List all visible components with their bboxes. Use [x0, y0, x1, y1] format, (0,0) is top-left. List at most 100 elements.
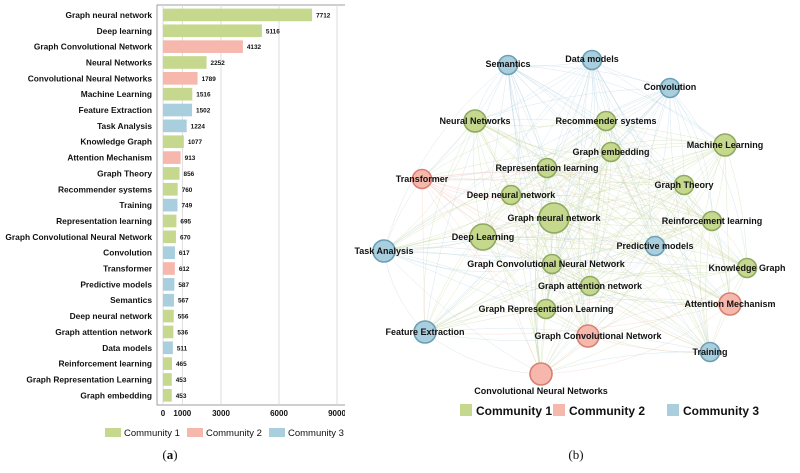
- x-tick-label: 0: [161, 409, 166, 418]
- bar: [163, 72, 198, 85]
- network-edge: [589, 151, 612, 287]
- network-edge: [610, 151, 656, 247]
- bar: [163, 357, 172, 370]
- caption-a: (a): [162, 447, 177, 462]
- node-labels: Semantics Data models Convolution Neural Ne…: [354, 54, 785, 396]
- network-edge: [724, 144, 748, 269]
- network-edge: [383, 151, 612, 252]
- bar: [163, 325, 174, 339]
- network-edge: [551, 87, 671, 265]
- network-edges: [383, 59, 748, 375]
- category-label: Graph neural network: [65, 10, 152, 20]
- network-node: [413, 320, 437, 344]
- bar: [163, 262, 175, 275]
- value-label: 695: [180, 218, 191, 225]
- network-edge: [383, 178, 423, 252]
- network-edge: [540, 267, 748, 375]
- network-edge: [421, 178, 547, 310]
- network-node: [411, 168, 433, 190]
- node-label: Data models: [565, 54, 619, 64]
- node-label: Deep Learning: [452, 232, 515, 242]
- bar: [163, 24, 262, 38]
- category-label: Transformer: [103, 264, 153, 274]
- network-edge: [589, 285, 731, 305]
- node-label: Graph Convolutional Network: [534, 331, 662, 341]
- network-node: [644, 235, 666, 257]
- network-edge: [669, 87, 731, 305]
- network-edge: [482, 236, 542, 375]
- network-edge: [669, 87, 726, 146]
- network-edge: [383, 250, 711, 353]
- network-node: [536, 157, 558, 179]
- x-tick-label: 1000: [173, 409, 191, 418]
- category-label: Graph Convolutional Network: [34, 42, 153, 52]
- network-edge: [424, 285, 591, 333]
- network-edge: [654, 245, 711, 353]
- network-node: [673, 174, 695, 196]
- network-edge: [424, 267, 748, 333]
- node-label: Convolutional Neural Networks: [474, 386, 608, 396]
- category-labels: Graph neural network Deep learning Graph C…: [5, 10, 152, 400]
- network-edge: [482, 236, 748, 277]
- value-label: 587: [178, 282, 189, 289]
- network-edge: [540, 144, 726, 375]
- bar: [163, 198, 178, 212]
- legend-swatch: [553, 404, 565, 416]
- network-edge: [589, 285, 711, 353]
- network-edge: [551, 263, 731, 306]
- network-edge: [421, 87, 671, 180]
- network-edge: [536, 263, 553, 375]
- legend-a: Community 1 Community 2 Community 3: [105, 428, 344, 439]
- node-label: Graph Convolutional Neural Network: [467, 259, 626, 269]
- network-node: [529, 362, 553, 386]
- network-edge: [510, 194, 731, 305]
- network-edge: [510, 194, 656, 247]
- network-edge: [510, 87, 671, 196]
- network-node: [699, 341, 721, 363]
- network-edge: [551, 245, 656, 265]
- value-label: 749: [181, 203, 192, 210]
- network-edge: [540, 351, 711, 375]
- value-label: 536: [177, 329, 188, 336]
- network-edge: [474, 120, 512, 196]
- network-edge: [553, 59, 593, 219]
- value-label: 4132: [247, 44, 262, 51]
- network-edge: [424, 331, 589, 341]
- network-edge: [383, 59, 593, 252]
- x-tick-labels: 0 1000 3000 6000 9000: [161, 409, 345, 418]
- category-label: Semantics: [110, 295, 152, 305]
- legend-label: Community 2: [206, 428, 262, 439]
- network-node: [659, 77, 681, 99]
- network-edge: [510, 194, 748, 269]
- legend-label: Community 3: [288, 428, 344, 439]
- network-edge: [474, 120, 713, 222]
- network-edge: [423, 120, 476, 333]
- network-edge: [510, 181, 685, 196]
- x-tick-label: 3000: [212, 409, 230, 418]
- node-label: Attention Mechanism: [684, 299, 775, 309]
- network-edge: [383, 87, 671, 252]
- network-edge: [587, 335, 711, 353]
- network-edge: [383, 194, 512, 252]
- category-label: Data models: [102, 343, 152, 353]
- node-label: Transformer: [396, 174, 449, 184]
- value-label: 5116: [266, 28, 280, 35]
- network-edge: [383, 64, 509, 252]
- node-label: Task Analysis: [354, 246, 413, 256]
- network-edge: [669, 87, 748, 269]
- network-edge: [551, 263, 711, 353]
- value-label: 1502: [196, 108, 211, 115]
- value-label: 465: [176, 361, 187, 368]
- category-label: Machine Learning: [81, 89, 152, 99]
- network-edge: [383, 237, 656, 252]
- node-label: Representation learning: [495, 163, 598, 173]
- bar: [163, 167, 180, 180]
- network-edge: [474, 87, 671, 122]
- value-label: 2252: [211, 60, 226, 67]
- network-edge: [705, 220, 713, 353]
- network-edge: [474, 120, 589, 337]
- network-edge: [424, 245, 656, 333]
- bar: [163, 8, 313, 22]
- network-edge: [507, 64, 726, 146]
- category-label: Attention Mechanism: [67, 153, 152, 163]
